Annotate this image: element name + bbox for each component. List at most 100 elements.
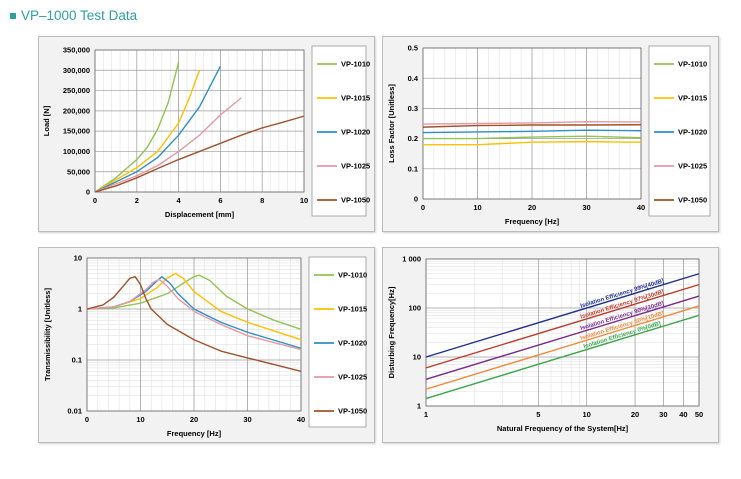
x-tick-label: 2 <box>135 196 139 205</box>
chart-svg: 0 10 20 30 40 0 0.1 0.2 0.3 0.4 0.5 Frequency [Hz] L… <box>387 44 711 226</box>
x-tick-label: 0 <box>93 196 97 205</box>
series-line <box>425 314 700 400</box>
y-tick-label: 350,000 <box>63 46 90 55</box>
series-line <box>425 273 700 358</box>
y-tick-label: 100 <box>408 304 421 313</box>
series-line <box>86 272 302 341</box>
chart-svg: 0 2 4 6 8 10 0 50,000 100,000 150,000 200,000 250,0… <box>42 45 370 219</box>
x-tick-label: 20 <box>190 415 198 424</box>
axes-frame <box>86 257 302 412</box>
chart-svg: 0 10 20 30 40 0.01 0.1 1 10 Frequency [Hz] Transmi… <box>43 254 367 438</box>
plot-area <box>426 259 699 406</box>
y-tick-label: 10 <box>74 254 82 263</box>
x-tick-label: 10 <box>583 410 591 419</box>
series-line <box>86 275 302 372</box>
legend-label: VP-1020 <box>338 339 367 348</box>
legend-label: VP-1020 <box>678 128 707 137</box>
series-line <box>94 70 201 193</box>
x-tick-label: 10 <box>136 415 144 424</box>
page-title: VP–1000 Test Data <box>10 8 137 23</box>
y-tick-label: 0.5 <box>408 44 418 53</box>
series-line <box>94 97 242 193</box>
series-line <box>423 140 642 146</box>
y-tick-label: 0.1 <box>72 356 82 365</box>
y-tick-label: 1 <box>417 402 421 411</box>
y-tick-label: 300,000 <box>63 66 90 75</box>
x-axis-label: Natural Frequency of the System[Hz] <box>497 424 629 433</box>
x-tick-label: 6 <box>218 196 222 205</box>
x-tick-label: 40 <box>297 415 305 424</box>
legend-box <box>311 45 367 217</box>
axes-frame <box>425 258 700 407</box>
legend-box <box>308 256 367 428</box>
x-tick-label: 20 <box>631 410 639 419</box>
y-tick-label: 0 <box>86 188 90 197</box>
series-line <box>94 65 222 193</box>
legend-label: VP-1025 <box>341 162 370 171</box>
series-line <box>425 305 700 390</box>
chart-svg: 1 5 10 20 30 40 50 1 10 100 1 000 Natural Frequency… <box>387 255 703 433</box>
x-tick-label: 30 <box>582 203 590 212</box>
y-tick-label: 0 <box>414 195 418 204</box>
y-tick-label: 150,000 <box>63 127 90 136</box>
y-tick-label: 0.2 <box>408 134 418 143</box>
series-line <box>425 295 700 381</box>
legend-label: VP-1015 <box>678 94 707 103</box>
legend-label: VP-1050 <box>341 196 370 205</box>
x-axis-label: Frequency [Hz] <box>505 217 560 226</box>
x-tick-label: 40 <box>679 410 687 419</box>
legend-label: VP-1010 <box>338 271 367 280</box>
legend-label: VP-1015 <box>338 305 367 314</box>
y-tick-label: 0.1 <box>408 164 418 173</box>
legend-label: VP-1010 <box>341 60 370 69</box>
y-tick-label: 50,000 <box>67 167 90 176</box>
series-line <box>94 115 305 193</box>
axes-frame <box>94 49 305 193</box>
plot-area <box>95 50 304 192</box>
series-line <box>422 120 642 125</box>
legend-label: VP-1025 <box>678 162 707 171</box>
y-tick-label: 100,000 <box>63 147 90 156</box>
series-line <box>94 61 180 193</box>
series-line <box>423 135 642 140</box>
x-tick-label: 1 <box>424 410 428 419</box>
legend-label: VP-1050 <box>338 407 367 416</box>
y-axis-label: Transmissibility [Unitless] <box>43 288 52 381</box>
x-tick-label: 10 <box>473 203 481 212</box>
y-tick-label: 200,000 <box>63 106 90 115</box>
series-line <box>422 129 642 134</box>
load-displacement-chart: 0 2 4 6 8 10 0 50,000 100,000 150,000 200,000 250,0… <box>38 36 375 232</box>
y-axis-label: Loss Factor [Unitless] <box>387 84 396 163</box>
y-tick-label: 1 000 <box>402 255 421 264</box>
y-tick-label: 0.4 <box>408 74 419 83</box>
x-axis-label: Frequency [Hz] <box>167 429 222 438</box>
title-bullet-icon <box>10 12 16 19</box>
x-axis-label: Displacement [mm] <box>165 210 235 219</box>
y-tick-label: 250,000 <box>63 86 90 95</box>
x-tick-label: 0 <box>85 415 89 424</box>
y-axis-label: Disturbing Frequency[Hz] <box>387 286 396 378</box>
x-tick-label: 10 <box>300 196 308 205</box>
isolation-efficiency-chart: 1 5 10 20 30 40 50 1 10 100 1 000 Natural Frequency… <box>382 247 719 443</box>
legend-box <box>648 45 711 217</box>
y-tick-label: 10 <box>413 353 421 362</box>
series-line <box>425 283 700 369</box>
x-tick-label: 8 <box>260 196 264 205</box>
transmissibility-chart: 0 10 20 30 40 0.01 0.1 1 10 Frequency [Hz] Transmi… <box>38 247 375 443</box>
x-tick-label: 40 <box>637 203 645 212</box>
legend-label: VP-1020 <box>341 128 370 137</box>
y-axis-label: Load [N] <box>42 105 51 136</box>
page-title-text: VP–1000 Test Data <box>21 8 138 23</box>
legend-label: VP-1050 <box>678 196 707 205</box>
series-line <box>86 274 302 330</box>
y-tick-label: 0.01 <box>67 407 82 416</box>
x-tick-label: 20 <box>528 203 536 212</box>
series-line <box>422 124 642 128</box>
x-tick-label: 0 <box>421 203 425 212</box>
x-tick-label: 50 <box>695 410 703 419</box>
x-tick-label: 5 <box>536 410 540 419</box>
loss-factor-chart: 0 10 20 30 40 0 0.1 0.2 0.3 0.4 0.5 Frequency [Hz] L… <box>382 36 719 232</box>
y-tick-label: 0.3 <box>408 104 418 113</box>
x-tick-label: 4 <box>177 196 182 205</box>
legend-label: VP-1010 <box>678 60 707 69</box>
